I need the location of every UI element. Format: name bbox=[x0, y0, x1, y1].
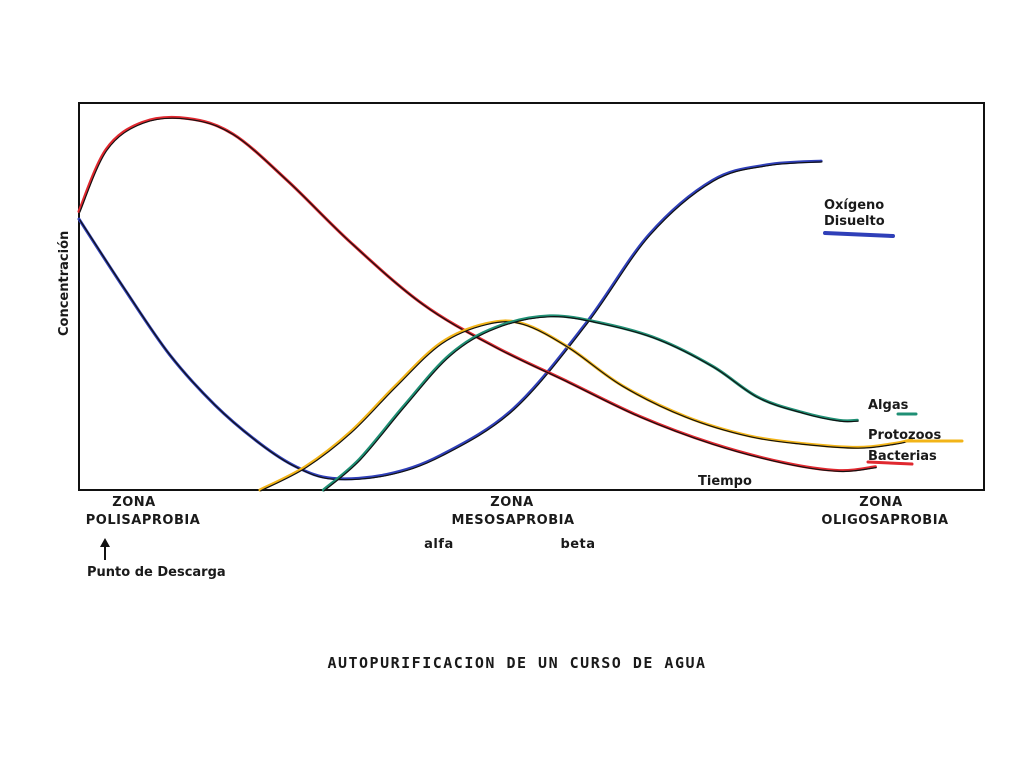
series-line-oxigeno-disuelto bbox=[77, 159, 823, 481]
series-outline-oxigeno-disuelto bbox=[79, 161, 823, 481]
discharge-arrow-icon bbox=[100, 538, 110, 560]
zone-2-part-alfa: alfa bbox=[424, 537, 454, 552]
chart-title: AUTOPURIFICACION DE UN CURSO DE AGUA bbox=[327, 654, 706, 672]
series-line-protozoos bbox=[258, 319, 914, 492]
series-outline-bacterias bbox=[79, 117, 877, 473]
zone-1-name: POLISAPROBIA bbox=[86, 513, 201, 528]
zone-3-title: ZONA bbox=[859, 495, 902, 510]
zone-2-part-beta: beta bbox=[560, 537, 595, 552]
series-label-protozoos: Protozoos bbox=[868, 428, 941, 443]
series-label-bacterias: Bacterias bbox=[868, 449, 937, 464]
series-line-algas bbox=[321, 314, 859, 492]
plot-frame bbox=[78, 102, 985, 491]
zone-2-title: ZONA bbox=[490, 495, 533, 510]
y-axis-label: Concentración bbox=[57, 231, 72, 336]
series-outline-protozoos bbox=[260, 321, 914, 492]
zone-3-name: OLIGOSAPROBIA bbox=[821, 513, 948, 528]
x-axis-label: Tiempo bbox=[698, 474, 752, 489]
legend-swatch-bacterias bbox=[866, 460, 914, 466]
zone-2-name: MESOSAPROBIA bbox=[451, 513, 574, 528]
zone-1-title: ZONA bbox=[112, 495, 155, 510]
series-label-oxigeno-1: Oxígeno bbox=[824, 198, 884, 213]
series-outline-algas bbox=[323, 316, 859, 492]
legend-swatch-oxigeno-disuelto bbox=[823, 231, 895, 238]
curves bbox=[77, 115, 914, 492]
series-line-bacterias bbox=[77, 115, 877, 473]
legend-swatches bbox=[823, 231, 964, 466]
series-label-oxigeno-2: Disuelto bbox=[824, 214, 885, 229]
discharge-point-label: Punto de Descarga bbox=[87, 565, 226, 580]
series-label-algas: Algas bbox=[868, 398, 909, 413]
